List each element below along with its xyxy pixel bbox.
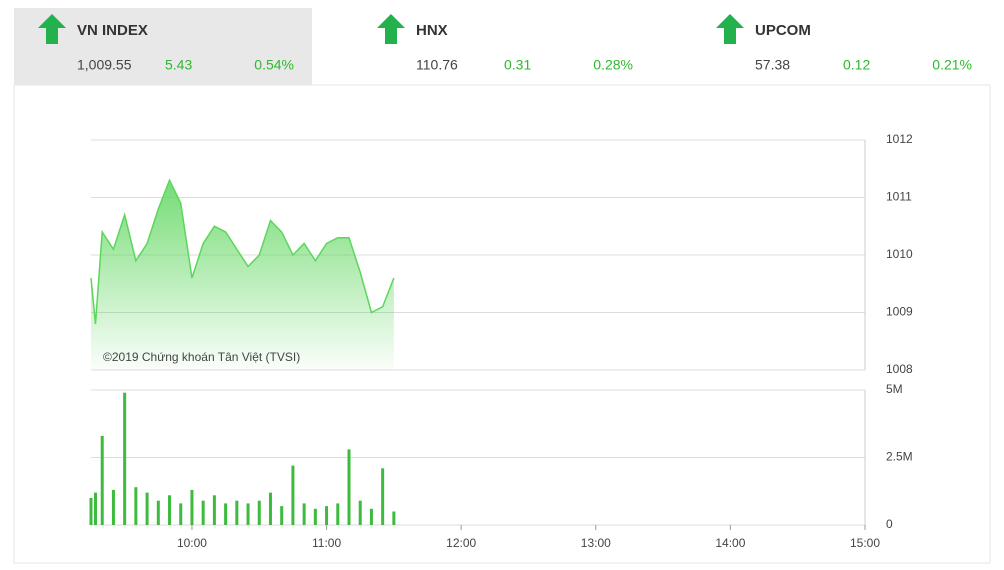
volume-bar bbox=[246, 503, 250, 525]
volume-bar bbox=[100, 435, 104, 525]
ticker-active-bg bbox=[14, 8, 312, 85]
y-tick-label: 5M bbox=[886, 382, 903, 396]
ticker-percent: 0.54% bbox=[254, 57, 294, 73]
volume-bar bbox=[358, 500, 362, 525]
volume-bar bbox=[156, 500, 160, 525]
volume-bar bbox=[145, 492, 149, 525]
volume-bar bbox=[347, 449, 351, 525]
y-tick-label: 0 bbox=[886, 517, 893, 531]
ticker-value: 110.76 bbox=[416, 57, 458, 73]
y-tick-label: 1012 bbox=[886, 132, 913, 146]
volume-bar bbox=[280, 506, 284, 525]
volume-bar bbox=[302, 503, 306, 525]
index-line bbox=[90, 178, 395, 325]
copyright: ©2019 Chứng khoán Tân Việt (TVSI) bbox=[103, 350, 300, 364]
ticker-change: 5.43 bbox=[165, 57, 192, 73]
charts: 1008 1009 1010 1011 1012 ©2019 Chứng khoán Tâ… bbox=[89, 132, 913, 550]
x-tick-label: 12:00 bbox=[446, 536, 476, 550]
volume-bar bbox=[268, 492, 272, 525]
up-arrow bbox=[716, 14, 744, 44]
volume-bar bbox=[201, 500, 205, 525]
ticker-name: HNX bbox=[416, 22, 448, 39]
y-tick-label: 2.5M bbox=[886, 450, 913, 464]
ticker-name: VN INDEX bbox=[77, 22, 148, 39]
area-fill bbox=[91, 180, 394, 370]
y-tick-label: 1009 bbox=[886, 305, 913, 319]
volume-bar bbox=[179, 503, 183, 525]
x-tick-label: 11:00 bbox=[312, 536, 341, 550]
tickers: VN INDEX 1,009.55 5.43 0.54% HNX 110.76 0.31 0.… bbox=[38, 14, 972, 73]
x-tick-label: 15:00 bbox=[850, 536, 880, 550]
up-arrow bbox=[377, 14, 405, 44]
volume-bar bbox=[89, 498, 93, 525]
volume-bar bbox=[212, 495, 216, 525]
volume-bar bbox=[235, 500, 239, 525]
ticker-change: 0.31 bbox=[504, 57, 531, 73]
up-arrow bbox=[38, 14, 66, 44]
y-tick-label: 1010 bbox=[886, 247, 913, 261]
volume-bar bbox=[336, 503, 340, 525]
volume-bar bbox=[291, 465, 295, 525]
volume-bar bbox=[168, 495, 172, 525]
x-tick-label: 14:00 bbox=[715, 536, 745, 550]
ticker-value: 57.38 bbox=[755, 57, 790, 73]
ticker-percent: 0.28% bbox=[593, 57, 633, 73]
volume-bar bbox=[134, 487, 138, 525]
volume-bar bbox=[381, 468, 385, 525]
volume-bar bbox=[93, 492, 97, 525]
volume-bar bbox=[369, 508, 373, 525]
volume-bar bbox=[392, 511, 396, 525]
volume-bar bbox=[224, 503, 228, 525]
x-tick-label: 10:00 bbox=[177, 536, 207, 550]
volume-bar bbox=[123, 392, 127, 525]
y-tick-label: 1008 bbox=[886, 362, 913, 376]
volume-bar bbox=[190, 489, 194, 525]
volume-bar bbox=[325, 506, 329, 525]
y-tick-label: 1011 bbox=[886, 190, 912, 204]
volume-bar bbox=[313, 508, 317, 525]
volume-bar bbox=[111, 489, 115, 525]
ticker-value: 1,009.55 bbox=[77, 57, 132, 73]
volume-bar bbox=[257, 500, 261, 525]
ticker-percent: 0.21% bbox=[932, 57, 972, 73]
ticker-name: UPCOM bbox=[755, 22, 811, 39]
ticker-change: 0.12 bbox=[843, 57, 870, 73]
x-tick-label: 13:00 bbox=[581, 536, 611, 550]
